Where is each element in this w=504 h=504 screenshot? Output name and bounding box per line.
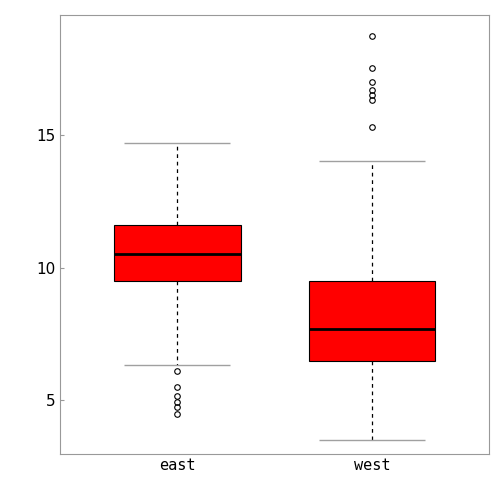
Bar bbox=[309, 281, 435, 360]
Bar bbox=[114, 225, 240, 281]
